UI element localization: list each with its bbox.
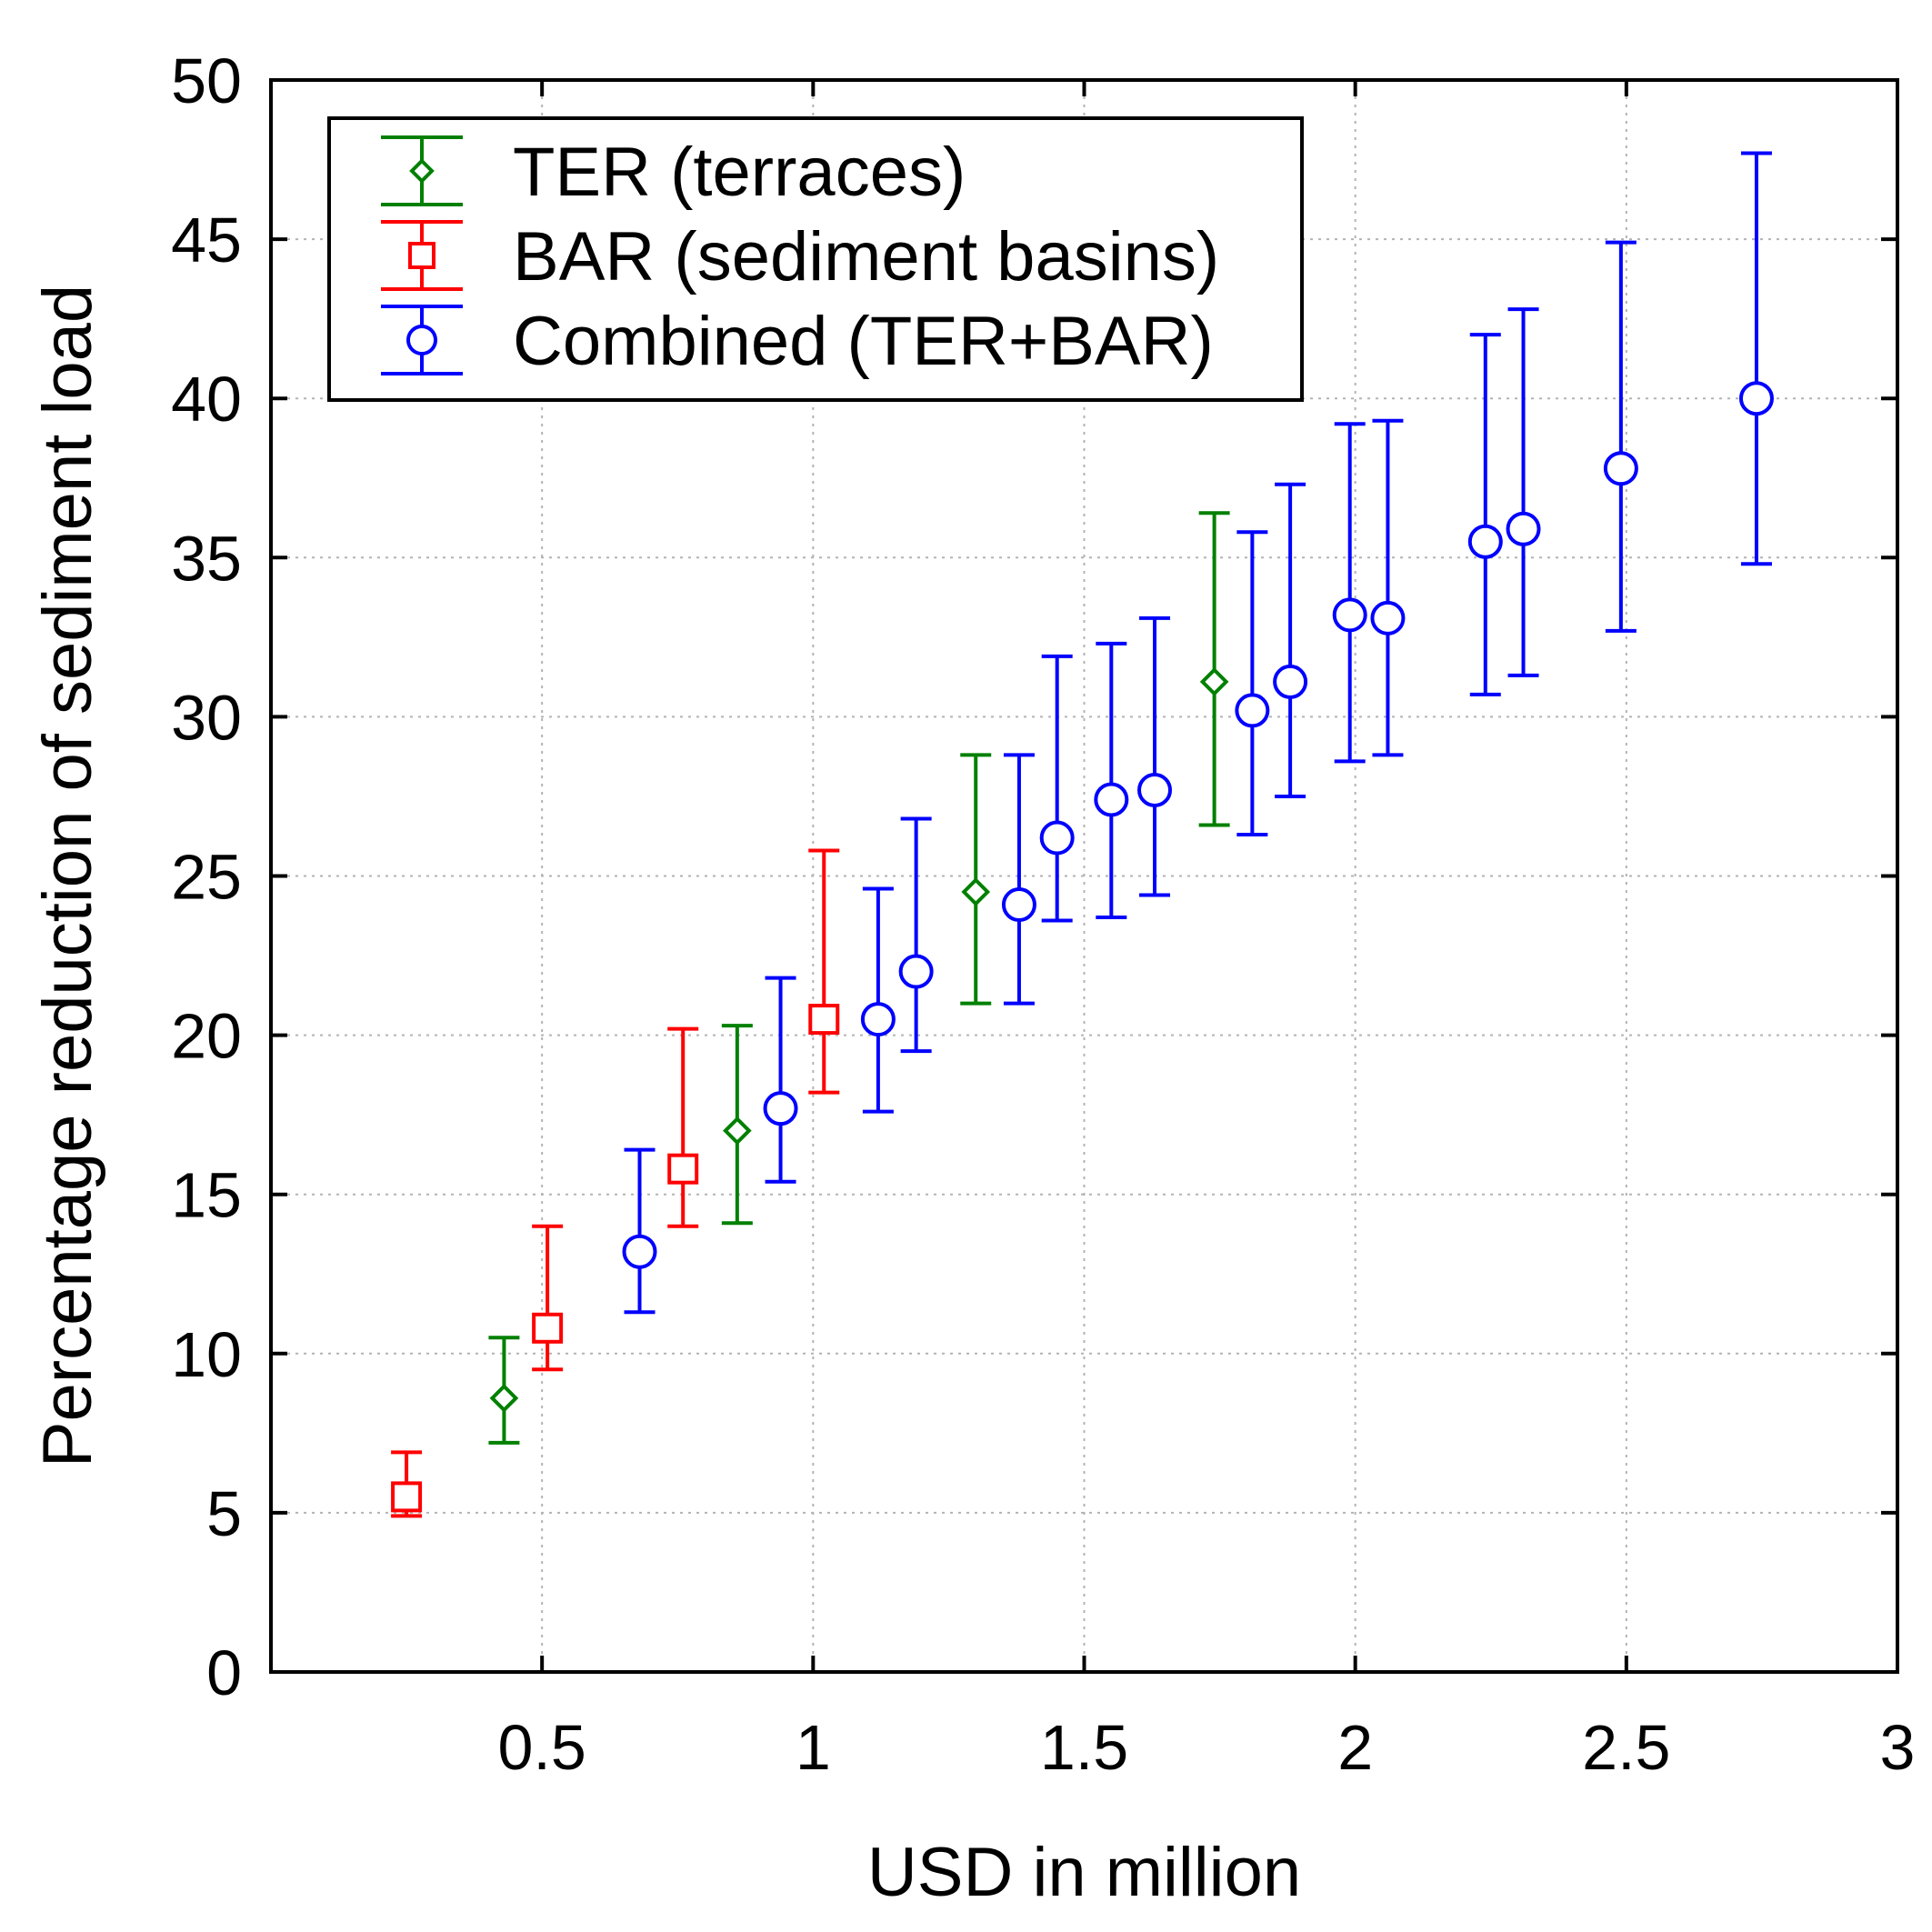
diamond-marker (961, 877, 991, 906)
data-point (391, 1450, 423, 1518)
legend-item-diamond: TER (terraces) (381, 134, 966, 211)
data-point (1370, 418, 1406, 757)
data-point (1332, 422, 1367, 764)
data-point (1094, 641, 1129, 920)
y-tick-label: 50 (171, 45, 242, 116)
legend-label: TER (terraces) (513, 134, 966, 211)
data-point (763, 976, 798, 1184)
legend-label: BAR (sediment basins) (513, 218, 1219, 295)
diamond-marker (489, 1384, 519, 1413)
y-tick-label: 20 (171, 1001, 242, 1072)
legend-box (327, 116, 1304, 402)
legend-item-square: BAR (sediment basins) (381, 218, 1219, 295)
circle-marker (1370, 600, 1406, 636)
y-tick-label: 30 (171, 682, 242, 753)
square-marker (667, 1153, 699, 1185)
circle-marker (763, 1091, 798, 1126)
data-point (1506, 307, 1541, 677)
x-tick-label: 1 (796, 1712, 831, 1783)
data-point (1001, 753, 1036, 1006)
data-point (808, 848, 840, 1095)
circle-marker (1603, 451, 1638, 486)
data-point (721, 1024, 753, 1226)
data-point (1603, 240, 1638, 633)
legend-label: Combined (TER+BAR) (513, 303, 1214, 380)
series-circle (622, 151, 1774, 1315)
square-marker (391, 1481, 423, 1513)
data-point (898, 816, 934, 1054)
circle-marker (1467, 524, 1503, 559)
x-tick-label: 1.5 (1040, 1712, 1128, 1783)
legend: TER (terraces)BAR (sediment basins) Combi… (327, 116, 1304, 402)
data-point (1137, 616, 1173, 897)
data-point (1235, 530, 1270, 836)
circle-marker (1273, 664, 1308, 699)
axis-ticks (271, 78, 1899, 1674)
data-point (860, 886, 896, 1114)
data-point (1467, 333, 1503, 696)
data-point (532, 1224, 564, 1372)
diamond-marker (723, 1116, 752, 1146)
y-tick-label: 45 (171, 205, 242, 275)
data-point (1039, 654, 1075, 923)
data-point (1198, 511, 1230, 827)
data-series (391, 151, 1774, 1518)
y-axis-title: Percentage reduction of sediment load (29, 285, 106, 1467)
diamond-marker (1199, 667, 1229, 696)
data-point (1273, 482, 1308, 798)
square-marker (808, 1004, 840, 1036)
circle-marker (1506, 511, 1541, 546)
data-point (1738, 151, 1774, 566)
circle-marker (1039, 820, 1075, 856)
x-tick-label: 2 (1337, 1712, 1373, 1783)
circle-marker (898, 954, 934, 989)
x-tick-label: 3 (1880, 1712, 1916, 1783)
y-tick-label: 35 (171, 523, 242, 594)
y-tick-label: 25 (171, 842, 242, 913)
circle-marker (1094, 782, 1129, 817)
data-point (488, 1336, 520, 1445)
x-tick-label: 0.5 (498, 1712, 586, 1783)
series-square (391, 848, 840, 1518)
legend-item-circle: Combined (TER+BAR) (381, 303, 1214, 380)
y-tick-label: 0 (206, 1637, 242, 1708)
circle-marker (622, 1234, 657, 1269)
y-tick-label: 40 (171, 364, 242, 435)
circle-marker (1235, 693, 1270, 728)
y-tick-label: 15 (171, 1160, 242, 1231)
circle-marker (1332, 597, 1367, 633)
circle-marker (860, 1002, 896, 1037)
circle-marker (1137, 772, 1173, 807)
circle-marker (1738, 381, 1774, 416)
square-marker (408, 242, 435, 269)
circle-marker (406, 325, 437, 355)
data-point (622, 1147, 657, 1315)
x-axis-title: USD in million (867, 1834, 1301, 1911)
square-marker (532, 1312, 564, 1344)
series-diamond (488, 511, 1230, 1445)
data-point (667, 1026, 699, 1228)
circle-marker (1001, 887, 1036, 923)
x-tick-label: 2.5 (1582, 1712, 1670, 1783)
data-point (960, 753, 992, 1006)
diamond-marker (409, 158, 435, 184)
y-tick-label: 5 (206, 1478, 242, 1549)
y-tick-label: 10 (171, 1319, 242, 1390)
